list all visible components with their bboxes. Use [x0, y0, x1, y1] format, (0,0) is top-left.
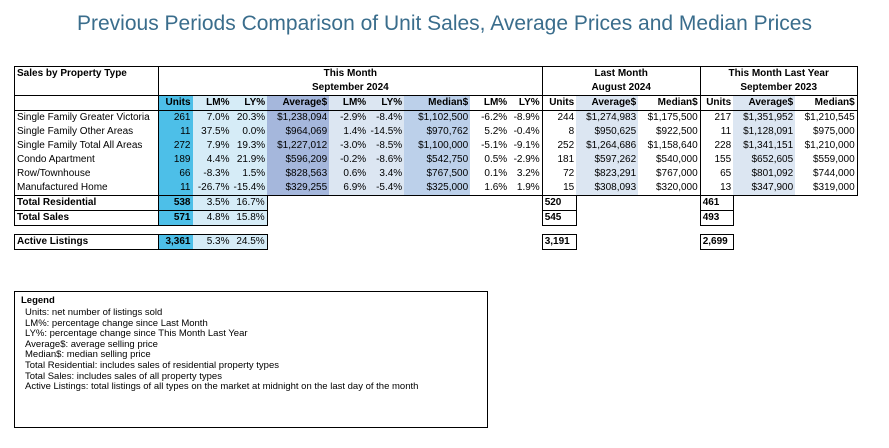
column-header-row: Units LM% LY% Average$ LM% LY% Median$ L…	[14, 95, 858, 111]
table-row: Manufactured Home 11 -26.7% -15.4% $329,…	[14, 181, 858, 196]
col-ly-units: Units	[699, 95, 734, 111]
total-residential-row: Total Residential 538 3.5% 16.7% 520 461	[14, 195, 858, 211]
col-med-lm: LM%	[470, 95, 510, 111]
report-title: Previous Periods Comparison of Unit Sale…	[77, 12, 812, 35]
this-month-header: This Month	[158, 66, 543, 81]
col-ly-median: Median$	[795, 95, 858, 111]
legend-title: Legend	[21, 295, 55, 306]
col-lm-units: Units	[541, 95, 577, 111]
table-row: Condo Apartment 189 4.4% 21.9% $596,209 …	[14, 153, 858, 167]
table-row: Single Family Greater Victoria 261 7.0% …	[14, 110, 858, 125]
total-sales-row: Total Sales 571 4.8% 15.8% 545 493	[14, 210, 858, 226]
table-row: Row/Townhouse 66 -8.3% 1.5% $828,563 0.6…	[14, 167, 858, 181]
legend-item: Total Sales: includes sales of all prope…	[25, 370, 222, 382]
col-ly-average: Average$	[733, 95, 796, 111]
legend-item: Active Listings: total listings of all t…	[25, 381, 419, 393]
col-median: Median$	[404, 95, 471, 111]
col-average: Average$	[267, 95, 330, 111]
legend-box: Legend Units: net number of listings sol…	[14, 291, 488, 428]
legend-item: LY%: percentage change since This Month …	[25, 328, 248, 340]
header-row-2: September 2024 August 2024 September 202…	[14, 81, 858, 96]
table-row: Single Family Other Areas 11 37.5% 0.0% …	[14, 125, 858, 139]
col-lm-average: Average$	[576, 95, 639, 111]
col-avg-lm: LM%	[329, 95, 369, 111]
legend-item: Median$: median selling price	[25, 349, 151, 361]
col-lm-median: Median$	[638, 95, 701, 111]
legend-item: Total Residential: includes sales of res…	[25, 359, 279, 371]
row-label-header: Sales by Property Type	[14, 66, 159, 81]
active-listings-row: Active Listings 3,361 5.3% 24.5% 3,191 2…	[14, 234, 858, 250]
spacer-row	[15, 226, 858, 235]
legend-item: LM%: percentage change since Last Month	[25, 317, 208, 329]
sales-table: Sales by Property Type This Month Last M…	[14, 66, 858, 250]
legend-item: Average$: average selling price	[25, 338, 158, 350]
last-year-header: This Month Last Year	[699, 66, 858, 81]
table-row: Single Family Total All Areas 272 7.9% 1…	[14, 139, 858, 153]
header-row-1: Sales by Property Type This Month Last M…	[14, 66, 858, 81]
col-med-ly: LY%	[509, 95, 543, 111]
last-year-date: September 2023	[699, 81, 858, 96]
legend-item: Units: net number of listings sold	[25, 307, 163, 318]
this-month-date: September 2024	[311, 82, 389, 93]
col-units: Units	[158, 95, 193, 111]
last-month-header: Last Month	[541, 66, 701, 81]
col-lm: LM%	[192, 95, 232, 111]
last-month-date: August 2024	[541, 81, 701, 96]
col-avg-ly: LY%	[368, 95, 405, 111]
col-ly: LY%	[231, 95, 268, 111]
